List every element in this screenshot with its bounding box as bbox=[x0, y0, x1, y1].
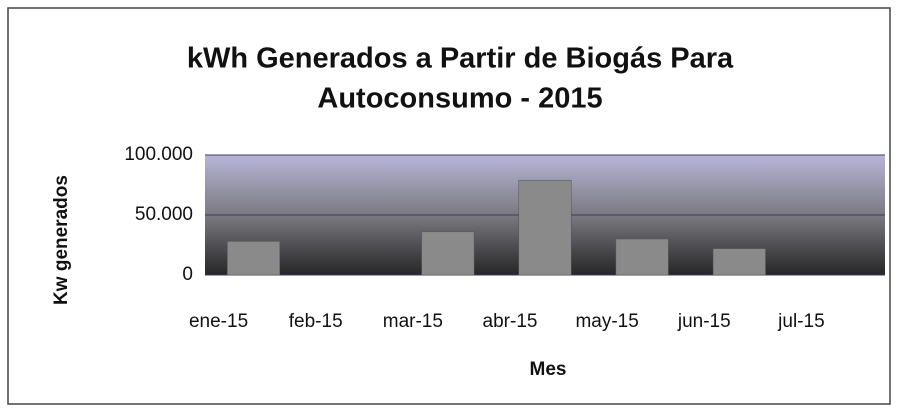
bar bbox=[518, 179, 572, 276]
y-axis-label: Kw generados bbox=[51, 175, 72, 305]
x-tick-label: jul-15 bbox=[777, 311, 824, 332]
bar bbox=[227, 241, 281, 276]
y-tick-label: 100.000 bbox=[124, 144, 193, 165]
bar bbox=[615, 238, 669, 276]
chart-title: kWh Generados a Partir de Biogás Para bbox=[187, 43, 734, 75]
x-tick-label: may-15 bbox=[575, 311, 638, 332]
y-tick-label: 50.000 bbox=[135, 204, 193, 225]
x-tick-label: abr-15 bbox=[483, 311, 538, 332]
bar bbox=[712, 248, 766, 276]
bar bbox=[421, 231, 475, 276]
chart-title: Autoconsumo - 2015 bbox=[317, 83, 602, 115]
x-axis-label: Mes bbox=[530, 359, 567, 380]
x-tick-label: jun-15 bbox=[677, 311, 731, 332]
x-tick-label: feb-15 bbox=[289, 311, 343, 332]
x-tick-label: ene-15 bbox=[189, 311, 248, 332]
x-tick-label: mar-15 bbox=[383, 311, 443, 332]
y-tick-label: 0 bbox=[182, 264, 193, 285]
